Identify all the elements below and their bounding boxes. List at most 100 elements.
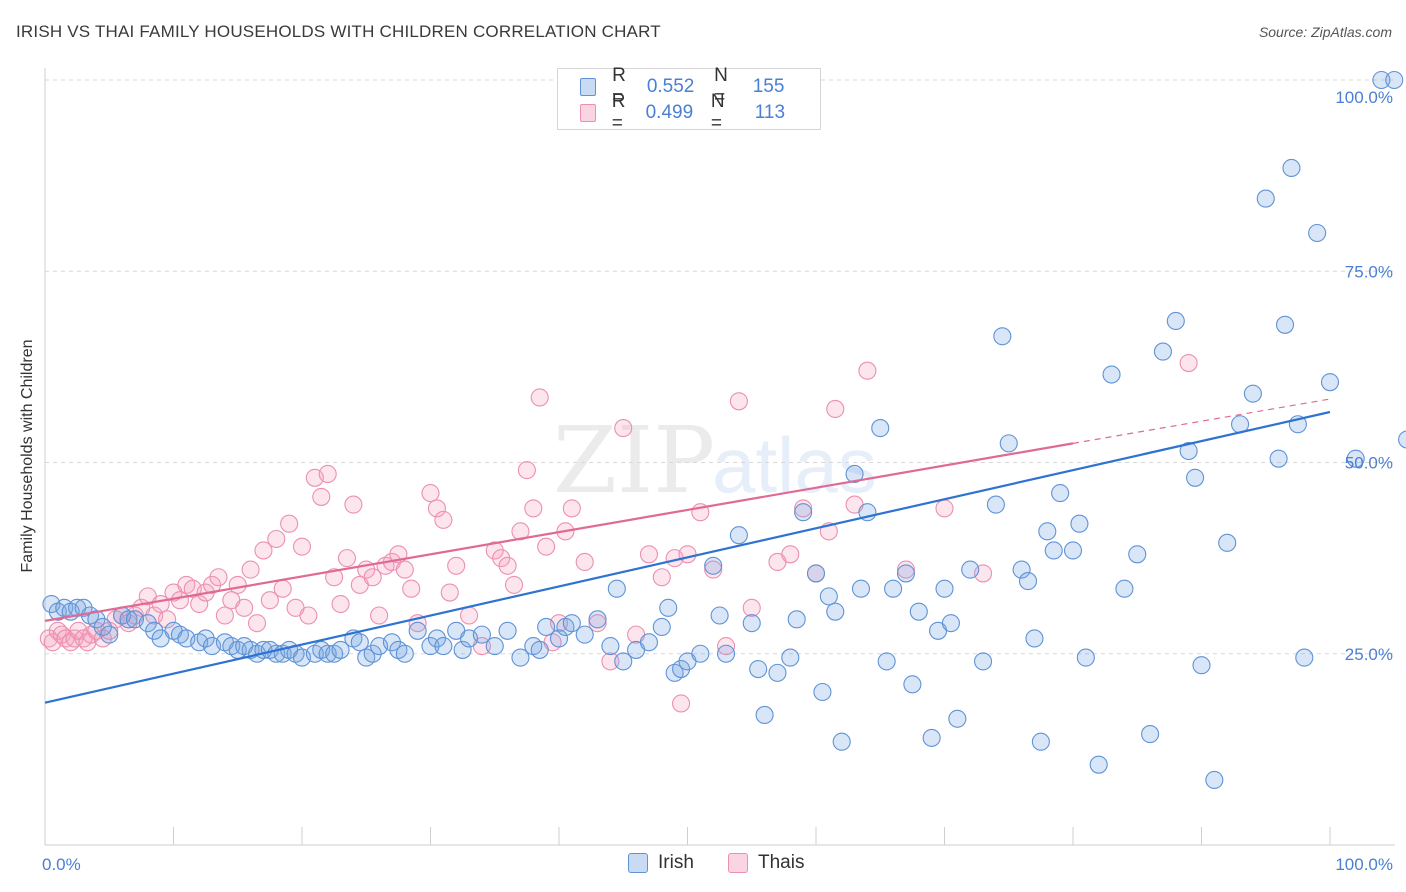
irish-points [42,70,1406,790]
irish-point [549,629,569,648]
irish-point [1346,449,1365,468]
irish-point [1031,732,1050,751]
irish-point [1115,579,1134,598]
irish-point [691,644,710,663]
r-label: R = [612,65,626,108]
irish-point [196,629,215,648]
thais-point [826,399,845,419]
irish-point [614,652,633,671]
thais-point [517,461,536,480]
legend-item-thais[interactable]: Thais [728,852,804,874]
y-tick-label: 100.0% [1335,88,1393,107]
thais-point [241,560,260,579]
irish-point [986,495,1005,514]
irish-point [845,464,864,484]
irish-point [1063,541,1083,560]
irish-point [871,419,890,438]
irish-point [74,598,93,617]
irish-point [138,614,157,633]
trend-lines [44,398,1331,704]
thais-point [639,545,659,564]
irish-point [498,621,517,640]
irish-point [787,610,806,629]
thais-point [588,614,607,633]
thais-point [524,499,543,518]
irish-point [511,648,530,667]
source-label: Source: ZipAtlas.com [1258,24,1392,40]
thais-point [537,537,556,556]
x-tick-label: 100.0% [1335,855,1393,874]
thais-swatch [728,853,748,873]
irish-point [1275,315,1295,334]
irish-point [729,526,748,545]
irish-point [1038,522,1057,541]
irish-point [408,621,427,640]
x-tick-label: 0.0% [42,855,81,874]
irish-point [999,434,1018,453]
legend-item-irish[interactable]: Irish [628,852,694,874]
thais-point [318,464,337,484]
irish-point [1044,541,1063,560]
watermark: ZIP atlas [553,407,877,514]
irish-point [1320,373,1340,392]
irish-point [659,598,678,617]
irish-point [851,579,871,598]
irish-point [537,617,556,637]
irish-point [1089,755,1108,774]
thais-point [247,614,267,633]
tick-labels: 25.0% 50.0% 75.0% 100.0% 0.0% 100.0% [42,88,1393,874]
thais-point [652,568,671,587]
irish-point [434,637,453,656]
irish-point [832,732,851,751]
thais-point [254,541,273,560]
irish-point [794,503,813,522]
irish-point [331,640,350,659]
irish-point [652,617,671,637]
irish-point [1012,560,1031,579]
thais-point [363,568,382,587]
thais-point [858,361,877,380]
thais-point [729,392,748,411]
thais-point [299,606,318,625]
irish-point [710,606,729,625]
irish-point [427,629,446,648]
irish-point [485,637,504,656]
thais-point [447,556,466,575]
thais-trend-line [44,442,1074,622]
thais-point [1179,353,1198,373]
irish-point [1025,629,1044,648]
y-tick-label: 75.0% [1345,262,1393,281]
irish-point [145,621,164,640]
chart-title: IRISH VS THAI FAMILY HOUSEHOLDS WITH CHI… [16,22,661,41]
thais-point [370,606,389,625]
thais-point [267,529,286,549]
stats-legend: R = 0.552 N = 155 R = 0.499 N = 113 [557,65,821,134]
thais-point [530,388,549,407]
thais-point [704,560,723,579]
irish-point [472,625,491,644]
irish-point [909,602,928,621]
thais-point [395,560,414,579]
irish-point [100,625,119,644]
irish-point [363,644,382,663]
irish-point [749,659,768,679]
thais-point [331,594,350,614]
stats-row-irish: R = 0.552 N = 155 [580,65,820,108]
irish-point [93,617,112,637]
irish-point [639,633,659,652]
n-value: 113 [754,102,786,123]
irish-point [1243,384,1262,403]
r-value: 0.499 [645,102,694,123]
thais-point [614,419,633,438]
irish-point [896,564,916,583]
irish-point [884,579,903,598]
irish-point [1398,430,1406,449]
irish-point [1128,545,1147,564]
watermark-atlas: atlas [712,421,877,509]
thais-point [716,637,736,656]
thais-point [434,510,453,529]
thais-point [459,606,479,625]
irish-point [1179,441,1198,461]
legend-label-irish: Irish [658,852,694,873]
